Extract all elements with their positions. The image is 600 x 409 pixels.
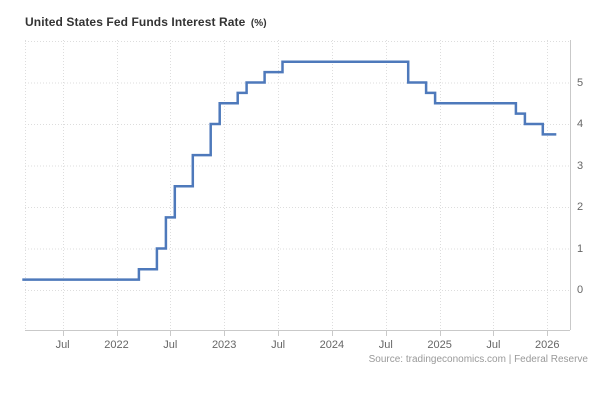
x-axis-tick-label: 2022 <box>104 339 129 351</box>
y-axis-tick-label: 5 <box>577 76 584 89</box>
x-axis-tick-label: Jul <box>163 339 178 351</box>
x-axis-tick-label: Jul <box>378 339 393 351</box>
y-axis-tick-label: 0 <box>577 284 584 296</box>
x-axis-tick-label: 2025 <box>427 339 452 351</box>
y-axis-tick-label: 2 <box>577 201 584 213</box>
x-axis-tick-label: 2026 <box>535 339 560 351</box>
chart-title-text: United States Fed Funds Interest Rate <box>25 15 246 29</box>
source-attribution: Source: tradingeconomics.com | Federal R… <box>368 354 588 365</box>
chart-title: United States Fed Funds Interest Rate (%… <box>25 15 267 29</box>
x-axis-tick-label: 2024 <box>319 339 345 351</box>
y-axis-tick-label: 1 <box>577 242 584 255</box>
fed-funds-rate-line[interactable] <box>22 60 557 281</box>
x-axis-tick-label: Jul <box>55 339 70 351</box>
y-axis-tick-label: 3 <box>577 159 584 172</box>
x-axis-tick-label: 2023 <box>211 339 237 351</box>
gridlines <box>25 40 570 330</box>
y-axis-tick-label: 4 <box>577 118 584 130</box>
x-axis-tick-label: Jul <box>271 339 286 351</box>
x-axis-tick-label: Jul <box>486 339 501 351</box>
chart-title-unit: (%) <box>250 18 267 29</box>
axis-lines <box>25 40 571 336</box>
